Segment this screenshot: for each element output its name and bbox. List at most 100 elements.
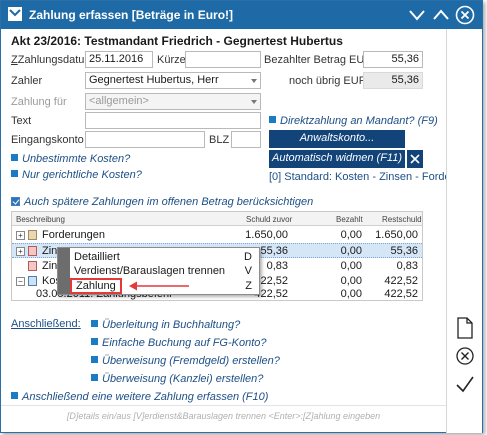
row-rest: 0,83 — [396, 260, 418, 272]
anwaltskonto-button[interactable]: Anwaltskonto... — [269, 130, 405, 148]
bezahlter-betrag-label: Bezahlter Betrag EUR — [264, 54, 373, 66]
after-option-ueberleitung[interactable]: Überleitung in Buchhaltung? — [91, 319, 240, 331]
anschliessend-label-text: Anschließend: — [11, 318, 81, 330]
cost-icon — [28, 276, 37, 286]
expand-icon[interactable]: + — [16, 247, 25, 256]
unbestimmte-kosten-label: Unbestimmte Kosten? — [22, 153, 131, 165]
noch-uebrig-label: noch übrig EUR — [289, 75, 367, 87]
row-bezahlt: 0,00 — [340, 275, 362, 287]
document-icon — [28, 230, 37, 240]
weitere-zahlung-label: Anschließend eine weitere Zahlung erfass… — [22, 391, 269, 403]
col-bezahlt: Bezahlt — [336, 215, 363, 224]
option-square-icon — [91, 320, 98, 327]
after-option-label: Überweisung (Kanzlei) erstellen? — [102, 373, 264, 385]
spaetere-zahlungen-label: Auch spätere Zahlungen im offenen Betrag… — [24, 196, 314, 208]
menu-item-shortcut: V — [244, 265, 252, 277]
row-bezahlt: 0,00 — [340, 229, 362, 241]
interest-icon — [28, 261, 37, 271]
minimize-icon[interactable] — [407, 5, 427, 25]
menu-item-label: Detailliert — [74, 251, 120, 263]
table-row[interactable]: − Kos 422,52 0,00 422,52 — [12, 274, 422, 289]
after-option-label: Überweisung (Fremdgeld) erstellen? — [102, 355, 280, 367]
close-icon[interactable] — [455, 5, 475, 25]
kuerzel-input[interactable] — [185, 51, 261, 68]
row-schuld: 422,52 — [254, 288, 288, 300]
zahlungsdatum-label: ZZahlungsdatum — [11, 54, 94, 66]
table-row[interactable]: + Forderungen 1.650,00 0,00 1.650,00 — [12, 228, 422, 243]
interest-icon — [28, 246, 37, 256]
row-desc: Kos — [42, 275, 61, 287]
checkbox-checked-icon — [11, 197, 20, 206]
nur-gerichtliche-option[interactable]: Nur gerichtliche Kosten? — [11, 169, 142, 181]
menu-item-verdienst-trennen[interactable]: Verdienst/Barauslagen trennen V — [72, 264, 258, 278]
window-title: Zahlung erfassen [Beträge in Euro!] — [29, 8, 234, 22]
zahler-label: Zahler — [11, 75, 43, 87]
direktzahlung-option[interactable]: Direktzahlung an Mandant? (F9) — [269, 115, 438, 127]
menu-item-shortcut: Z — [245, 280, 252, 292]
expand-icon[interactable]: + — [16, 231, 25, 240]
row-bezahlt: 0,00 — [340, 288, 362, 300]
unbestimmte-kosten-option[interactable]: Unbestimmte Kosten? — [11, 153, 130, 165]
eingangskonto-label: Eingangskonto — [11, 134, 84, 146]
option-square-icon — [269, 116, 276, 123]
col-beschreibung: Beschreibung — [16, 215, 65, 224]
after-option-ueberweisung-fremdgeld[interactable]: Überweisung (Fremdgeld) erstellen? — [91, 355, 280, 367]
context-menu: Detailliert D Verdienst/Barauslagen tren… — [57, 247, 260, 295]
row-schuld: 55,36 — [260, 245, 288, 257]
zahlungsdatum-label-text: Zahlungsdatum — [17, 54, 94, 66]
context-menu-gutter — [58, 248, 70, 294]
shortcut-hint-bar: [D]etails ein/aus [V]erdienst&Barauslage… — [1, 405, 446, 427]
eingangskonto-input[interactable] — [85, 131, 205, 148]
row-schuld: 1.650,00 — [245, 229, 288, 241]
standard-text: [0] Standard: Kosten - Zinsen - Forderun… — [269, 171, 473, 183]
chevron-down-icon — [251, 100, 257, 104]
row-desc: Forderungen — [42, 229, 105, 241]
menu-item-shortcut: D — [244, 251, 252, 263]
text-input[interactable] — [85, 112, 261, 129]
option-square-icon — [11, 154, 18, 161]
after-option-buchung[interactable]: Einfache Buchung auf FG-Konto? — [91, 337, 267, 349]
option-square-icon — [11, 392, 18, 399]
zahlung-fuer-value: <allgemein> — [89, 95, 149, 107]
action-sidebar — [446, 29, 482, 433]
text-label: Text — [11, 115, 32, 127]
grid-header: Beschreibung Schuld zuvor Bezahlt Restsc… — [12, 212, 422, 226]
zahler-select[interactable]: Gegnertest Hubertus, Herr — [85, 72, 261, 89]
confirm-icon[interactable] — [455, 373, 475, 395]
cancel-icon[interactable] — [455, 345, 475, 367]
row-bezahlt: 0,00 — [340, 260, 362, 272]
clear-icon[interactable] — [407, 150, 423, 168]
table-row[interactable]: Zin 0,83 0,00 0,83 — [12, 259, 422, 274]
blz-input[interactable] — [231, 131, 261, 148]
row-rest: 422,52 — [384, 288, 418, 300]
row-desc: Zin — [42, 260, 58, 272]
direktzahlung-label: Direktzahlung an Mandant? (F9) — [280, 115, 438, 127]
row-schuld: 0,83 — [266, 260, 288, 272]
spaetere-zahlungen-checkbox[interactable]: Auch spätere Zahlungen im offenen Betrag… — [11, 196, 313, 208]
collapse-icon[interactable]: − — [16, 277, 25, 286]
maximize-icon[interactable] — [431, 5, 451, 25]
anschliessend-label: Anschließend: — [11, 318, 81, 330]
menu-item-zahlung[interactable]: Zahlung Z — [70, 278, 258, 294]
row-rest: 422,52 — [384, 275, 418, 287]
automatisch-widmen-button[interactable]: Automatisch widmen (F11) — [269, 150, 405, 168]
menu-item-detailliert[interactable]: Detailliert D — [72, 250, 258, 264]
kuerzel-label: Kürzel — [157, 54, 189, 66]
new-document-icon[interactable] — [455, 317, 475, 339]
bezahlter-betrag-input[interactable]: 55,36 — [363, 51, 423, 68]
noch-uebrig-value: 55,36 — [363, 72, 423, 89]
col-restschuld: Restschuld — [382, 215, 422, 224]
option-square-icon — [11, 170, 18, 177]
row-rest: 55,36 — [390, 245, 418, 257]
zahler-value: Gegnertest Hubertus, Herr — [89, 74, 219, 86]
chevron-down-icon — [251, 79, 257, 83]
option-square-icon — [91, 356, 98, 363]
row-bezahlt: 0,00 — [340, 245, 362, 257]
zahlungsdatum-input[interactable]: 25.11.2016 — [85, 51, 153, 68]
app-icon — [8, 7, 22, 21]
weitere-zahlung-option[interactable]: Anschließend eine weitere Zahlung erfass… — [11, 391, 268, 403]
title-bar: Zahlung erfassen [Beträge in Euro!] — [1, 1, 482, 29]
after-option-ueberweisung-kanzlei[interactable]: Überweisung (Kanzlei) erstellen? — [91, 373, 263, 385]
row-rest: 1.650,00 — [375, 229, 418, 241]
